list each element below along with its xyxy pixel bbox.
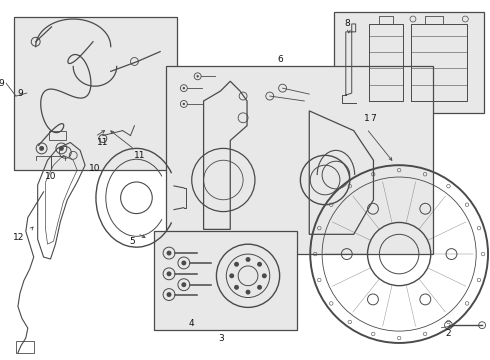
Circle shape [245, 257, 250, 262]
Text: 11: 11 [134, 151, 145, 160]
Circle shape [257, 285, 262, 290]
Text: 10: 10 [89, 164, 101, 173]
Circle shape [234, 262, 239, 267]
Circle shape [59, 146, 64, 151]
Text: 1: 1 [364, 114, 369, 123]
Bar [334, 12, 484, 113]
Text: 11: 11 [97, 138, 109, 147]
Text: 9: 9 [0, 79, 4, 88]
Text: 10: 10 [45, 172, 56, 181]
Text: 6: 6 [278, 55, 284, 64]
Bar [154, 231, 297, 330]
Circle shape [39, 146, 44, 151]
Circle shape [167, 271, 172, 276]
Text: 4: 4 [189, 319, 195, 328]
Text: 2: 2 [446, 329, 451, 338]
Text: 8: 8 [344, 19, 350, 28]
Circle shape [167, 251, 172, 256]
Bar [166, 67, 433, 254]
Bar [49, 131, 66, 140]
Text: 12: 12 [13, 233, 24, 242]
Text: 5: 5 [130, 237, 135, 246]
Circle shape [257, 262, 262, 267]
Circle shape [181, 261, 186, 265]
Circle shape [245, 290, 250, 294]
Circle shape [234, 285, 239, 290]
Text: 9: 9 [17, 89, 23, 98]
Circle shape [183, 87, 185, 89]
Text: 3: 3 [219, 333, 224, 342]
Text: 7: 7 [370, 114, 376, 123]
Circle shape [183, 103, 185, 105]
Circle shape [262, 273, 267, 278]
Circle shape [196, 75, 199, 77]
Circle shape [167, 292, 172, 297]
Bar [14, 17, 177, 170]
Circle shape [229, 273, 234, 278]
Circle shape [181, 282, 186, 287]
Bar [16, 341, 34, 353]
